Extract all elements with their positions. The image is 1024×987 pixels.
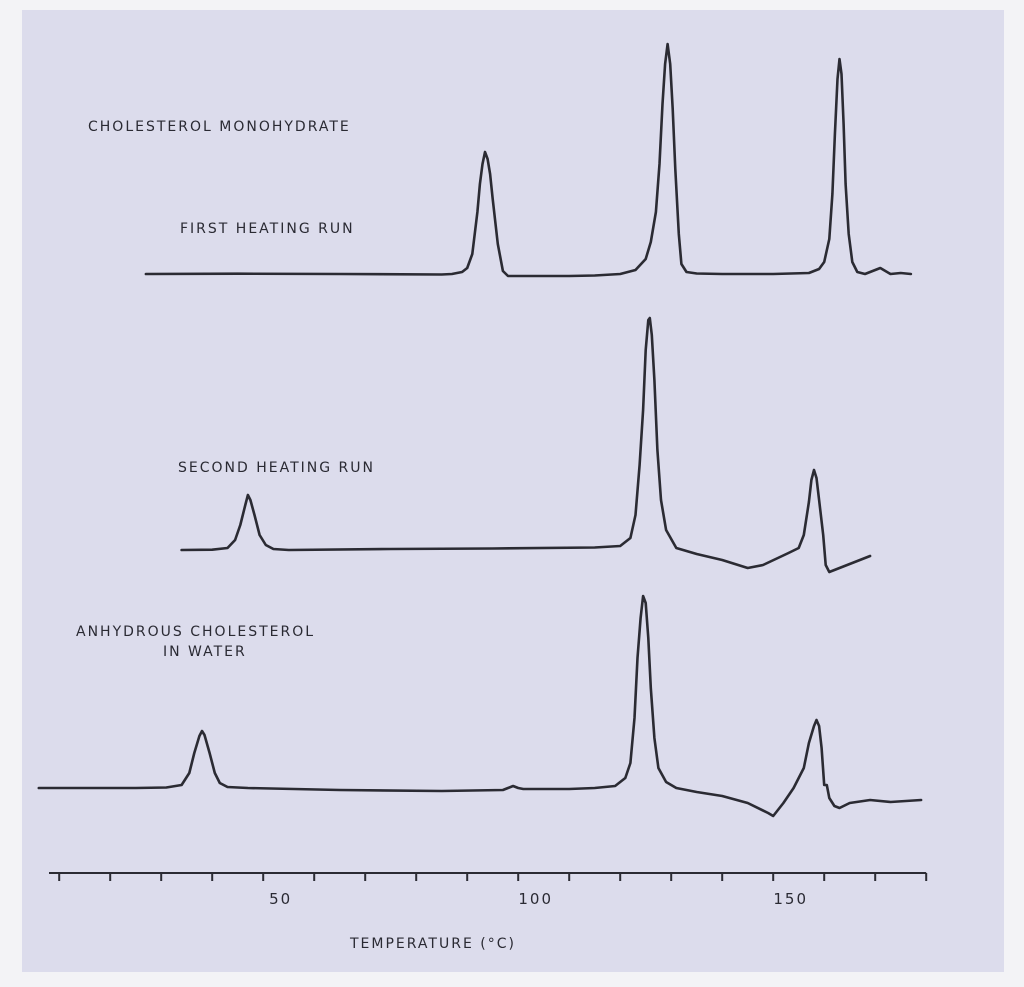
label-in-water: IN WATER bbox=[163, 644, 247, 660]
label-second-heating-run: SECOND HEATING RUN bbox=[178, 460, 375, 476]
plot-paper-background bbox=[22, 10, 1004, 972]
x-tick-label-150: 150 bbox=[773, 890, 808, 908]
x-axis-label: TEMPERATURE (°C) bbox=[349, 936, 516, 952]
x-axis: 50 100 150 bbox=[49, 872, 928, 908]
label-anhydrous-cholesterol: ANHYDROUS CHOLESTEROL bbox=[76, 624, 315, 640]
label-cholesterol-monohydrate: CHOLESTEROL MONOHYDRATE bbox=[88, 119, 351, 135]
trace-anhydrous-cholesterol-in-water bbox=[37, 594, 923, 818]
trace-first-heating-run bbox=[144, 42, 913, 278]
x-tick-label-100: 100 bbox=[518, 890, 553, 908]
curves-layer bbox=[37, 42, 923, 818]
trace-second-heating-run bbox=[180, 316, 872, 574]
x-tick-label-50: 50 bbox=[269, 890, 292, 908]
label-first-heating-run: FIRST HEATING RUN bbox=[180, 221, 355, 237]
